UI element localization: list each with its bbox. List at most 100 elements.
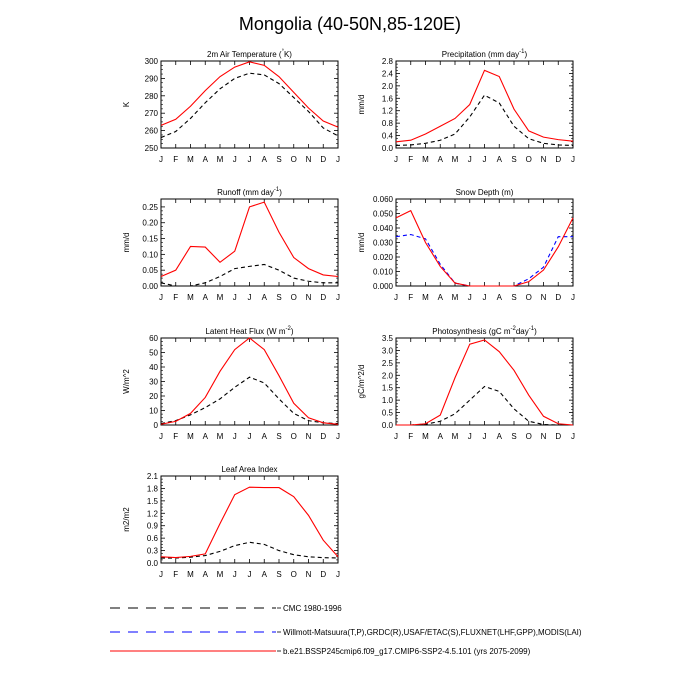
x-tick-label: J [233, 570, 237, 579]
x-tick-label: D [555, 155, 561, 164]
chart-panel: Snow Depth (m) mm/d 0.000 0.010 0.020 0.030 0.… [357, 188, 575, 302]
y-axis-label: m2/m2 [122, 507, 131, 532]
x-tick-label: O [291, 293, 297, 302]
y-tick-label: 0.020 [373, 253, 394, 262]
series-line-model [395, 69, 574, 143]
x-tick-label: J [233, 293, 237, 302]
x-tick-label: F [408, 155, 413, 164]
x-tick-label: S [276, 432, 281, 441]
x-tick-label: J [483, 432, 487, 441]
y-tick-label: 0.030 [373, 239, 394, 248]
x-tick-label: N [541, 155, 547, 164]
series-line-cmc [160, 376, 339, 425]
x-tick-label: N [306, 155, 312, 164]
x-tick-label: J [248, 432, 252, 441]
y-tick-label: 260 [145, 127, 159, 136]
x-tick-label: A [262, 293, 268, 302]
y-tick-label: 0.3 [147, 547, 159, 556]
x-tick-label: M [187, 293, 194, 302]
x-tick-label: N [306, 432, 312, 441]
x-tick-label: M [217, 432, 224, 441]
y-tick-label: 3.5 [382, 334, 394, 343]
x-tick-label: S [511, 155, 516, 164]
x-tick-label: F [173, 432, 178, 441]
plot-frame [160, 198, 339, 287]
x-tick-label: O [526, 432, 532, 441]
x-tick-label: J [468, 432, 472, 441]
y-tick-label: 0.20 [142, 219, 158, 228]
plot-frame [160, 337, 339, 426]
legend-label: Willmott-Matsuura(T,P),GRDC(R),USAF/ETAC… [283, 628, 582, 637]
x-tick-label: F [173, 293, 178, 302]
series-line-model [396, 339, 574, 426]
x-tick-label: A [497, 293, 503, 302]
series-line-cmc [396, 385, 573, 426]
plot-frame [395, 337, 574, 426]
x-tick-label: M [187, 570, 194, 579]
x-tick-label: A [262, 432, 268, 441]
y-tick-label: 1.6 [382, 94, 394, 103]
y-tick-label: 0.0 [382, 144, 394, 153]
x-tick-label: J [159, 155, 163, 164]
y-tick-label: 0.0 [382, 421, 394, 430]
x-tick-label: J [468, 293, 472, 302]
x-tick-label: M [422, 293, 429, 302]
x-tick-label: J [394, 155, 398, 164]
y-tick-label: 0.8 [382, 119, 394, 128]
y-tick-label: 0.05 [142, 266, 158, 275]
chart-panel: Photosynthesis (gC m-2day-1) gC/m^2/d 0.0 0… [357, 326, 575, 441]
legend-item-obs: Willmott-Matsuura(T,P),GRDC(R),USAF/ETAC… [110, 628, 582, 637]
x-tick-label: A [203, 293, 209, 302]
panel-title: Photosynthesis (gC m-2day-1) [432, 326, 537, 336]
y-tick-label: 2.8 [382, 57, 394, 66]
x-tick-label: J [336, 570, 340, 579]
x-tick-label: A [497, 155, 503, 164]
x-tick-label: A [203, 570, 209, 579]
series-line-cmc [161, 541, 339, 559]
legend-label: b.e21.BSSP245cmip6.f09_g17.CMIP6-SSP2-4.… [283, 647, 531, 656]
y-tick-label: 0.5 [382, 409, 394, 418]
series-line-cmc [160, 72, 339, 139]
x-tick-label: J [159, 570, 163, 579]
series-line-model [160, 486, 339, 559]
x-tick-label: J [394, 432, 398, 441]
y-tick-label: 0 [154, 421, 159, 430]
y-tick-label: 0.6 [147, 534, 159, 543]
y-tick-label: 2.4 [382, 69, 394, 78]
chart-panel: 2m Air Temperature (°K) K 250 260 270 280 290 3… [122, 49, 340, 164]
y-tick-label: 10 [149, 407, 158, 416]
panels: 2m Air Temperature (°K) K 250 260 270 280 290 3… [122, 49, 575, 579]
panel-title: 2m Air Temperature (°K) [207, 49, 292, 59]
x-tick-label: D [320, 570, 326, 579]
x-tick-label: J [159, 432, 163, 441]
x-tick-label: J [336, 293, 340, 302]
y-tick-label: 0.060 [373, 195, 394, 204]
x-tick-label: M [217, 570, 224, 579]
series-line-model [395, 209, 574, 287]
y-tick-label: 2.0 [382, 371, 394, 380]
y-axis-label: W/m^2 [122, 369, 131, 394]
x-tick-label: F [408, 432, 413, 441]
x-tick-label: D [320, 293, 326, 302]
panel-title: Snow Depth (m) [456, 188, 514, 197]
x-tick-label: J [483, 155, 487, 164]
x-tick-label: A [262, 155, 268, 164]
y-tick-label: 0.050 [373, 210, 394, 219]
y-tick-label: 250 [145, 144, 159, 153]
x-tick-label: M [187, 432, 194, 441]
y-axis-label: mm/d [122, 233, 131, 253]
y-tick-label: 0.00 [142, 282, 158, 291]
x-tick-label: J [248, 155, 252, 164]
x-tick-label: N [306, 293, 312, 302]
x-tick-label: D [555, 293, 561, 302]
y-axis-label: gC/m^2/d [357, 365, 366, 399]
series-line-cmc [395, 94, 574, 147]
y-tick-label: 0.0 [147, 559, 159, 568]
y-tick-label: 2.0 [382, 82, 394, 91]
y-tick-label: 300 [145, 57, 159, 66]
x-tick-label: D [320, 155, 326, 164]
x-tick-label: J [468, 155, 472, 164]
series-line-obs [395, 233, 573, 287]
y-axis-label: mm/d [357, 95, 366, 115]
figure-title: Mongolia (40-50N,85-120E) [239, 14, 461, 34]
